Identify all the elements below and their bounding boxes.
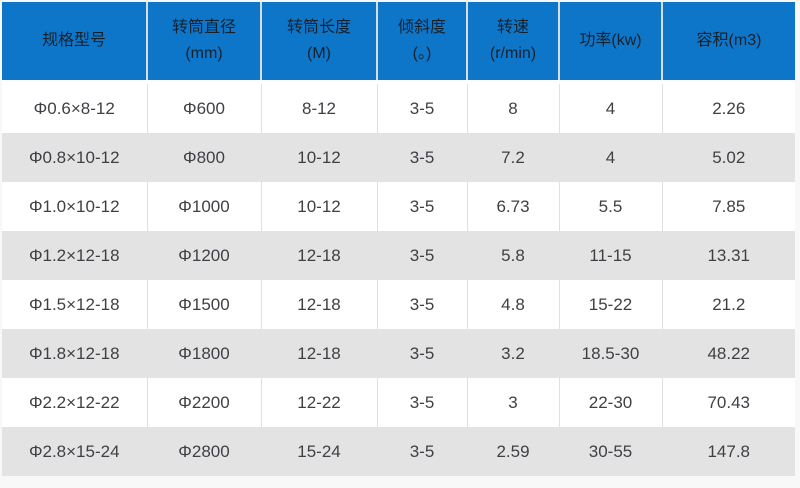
table-row: Φ1.0×10-12 Φ1000 10-12 3-5 6.73 5.5 7.85: [2, 182, 795, 231]
column-header-line: 转筒长度: [286, 19, 351, 37]
table-cell: 3: [467, 378, 560, 427]
table-row: Φ1.2×12-18 Φ1200 12-18 3-5 5.8 11-15 13.31: [2, 231, 795, 280]
table-cell: 18.5-30: [559, 329, 663, 378]
column-header-line: 容积(m3): [696, 32, 762, 50]
table-cell: Φ2800: [147, 427, 262, 476]
column-header-line: (mm): [185, 45, 223, 62]
table-cell: 3-5: [377, 182, 468, 231]
table-cell: 7.85: [712, 196, 746, 216]
table-cell: Φ2200: [147, 378, 262, 427]
column-header-line: (。): [412, 45, 432, 62]
column-header-line: 功率(kw): [579, 32, 642, 50]
table-cell: 3-5: [377, 280, 468, 329]
column-header-line: 转筒直径: [171, 19, 236, 37]
table-cell: 70.43: [707, 392, 751, 412]
table-cell: 3-5: [377, 231, 468, 280]
spec-table-header: 规格型号 转筒直径 (mm) 转筒长度 (M) 倾斜度 (。) 转速 (r/min) 功率(kw)…: [2, 2, 795, 84]
table-cell: 8-12: [261, 82, 378, 133]
table-cell: 15-24: [261, 427, 378, 476]
table-cell: 12-18: [261, 280, 378, 329]
table-cell: 5.8: [467, 231, 560, 280]
table-cell: 3-5: [377, 82, 468, 133]
column-header: 转速 (r/min): [467, 2, 560, 84]
column-header-line: 转速: [496, 19, 529, 37]
column-header-line: (r/min): [489, 45, 537, 62]
table-cell: 15-22: [559, 280, 663, 329]
table-cell: 12-18: [261, 231, 378, 280]
column-header: 功率(kw): [559, 2, 663, 84]
table-cell: 2.26: [712, 98, 746, 118]
table-row: Φ1.5×12-18 Φ1500 12-18 3-5 4.8 15-22 21.2: [2, 280, 795, 329]
column-header: 规格型号: [2, 2, 148, 84]
table-cell: 147.8: [707, 441, 751, 461]
table-cell: Φ1800: [147, 329, 262, 378]
spec-table: 规格型号 转筒直径 (mm) 转筒长度 (M) 倾斜度 (。) 转速 (r/min) 功率(kw)…: [2, 2, 795, 476]
spec-table-body: Φ0.6×8-12 Φ600 8-12 3-5 8 4 2.26 Φ0.8×10-12 Φ800…: [2, 82, 795, 476]
table-cell: 5.5: [559, 182, 663, 231]
table-cell: 3-5: [377, 329, 468, 378]
table-row: Φ2.8×15-24 Φ2800 15-24 3-5 2.59 30-55 147.8: [2, 427, 795, 476]
table-cell: 4: [559, 82, 663, 133]
column-header: 倾斜度 (。): [377, 2, 468, 84]
column-header: 容积(m3): [662, 2, 795, 84]
table-cell: 10-12: [261, 182, 378, 231]
header-row: 规格型号 转筒直径 (mm) 转筒长度 (M) 倾斜度 (。) 转速 (r/min) 功率(kw)…: [2, 2, 795, 84]
table-cell: 6.73: [467, 182, 560, 231]
table-cell: Φ800: [147, 133, 262, 182]
table-cell: Φ1.0×10-12: [2, 182, 148, 231]
spec-table-wrapper: 规格型号 转筒直径 (mm) 转筒长度 (M) 倾斜度 (。) 转速 (r/min) 功率(kw)…: [2, 2, 795, 476]
column-header: 转筒长度 (M): [261, 2, 378, 84]
table-cell: 3-5: [377, 427, 468, 476]
table-cell: 5.02: [712, 147, 746, 167]
table-cell: 22-30: [559, 378, 663, 427]
table-cell: Φ2.8×15-24: [2, 427, 148, 476]
table-cell: Φ2.2×12-22: [2, 378, 148, 427]
table-cell: Φ1000: [147, 182, 262, 231]
table-cell: 11-15: [559, 231, 663, 280]
table-cell: 3-5: [377, 378, 468, 427]
table-cell: 2.59: [467, 427, 560, 476]
table-cell: 3-5: [377, 133, 468, 182]
table-cell: 7.2: [467, 133, 560, 182]
table-cell: 48.22: [707, 343, 751, 363]
table-cell: Φ1.5×12-18: [2, 280, 148, 329]
table-cell: Φ0.8×10-12: [2, 133, 148, 182]
column-header-line: 规格型号: [41, 32, 106, 50]
table-row: Φ0.8×10-12 Φ800 10-12 3-5 7.2 4 5.02: [2, 133, 795, 182]
table-cell: 30-55: [559, 427, 663, 476]
table-cell: Φ1200: [147, 231, 262, 280]
table-cell: Φ1500: [147, 280, 262, 329]
table-cell: 4.8: [467, 280, 560, 329]
column-header-line: (M): [307, 45, 331, 62]
table-cell: Φ0.6×8-12: [2, 82, 148, 133]
table-cell: Φ1.8×12-18: [2, 329, 148, 378]
column-header: 转筒直径 (mm): [147, 2, 262, 84]
table-cell: Φ1.2×12-18: [2, 231, 148, 280]
table-cell: Φ600: [147, 82, 262, 133]
table-cell: 4: [559, 133, 663, 182]
table-cell: 13.31: [707, 245, 751, 265]
table-cell: 12-22: [261, 378, 378, 427]
column-header-line: 倾斜度: [397, 19, 446, 37]
table-row: Φ1.8×12-18 Φ1800 12-18 3-5 3.2 18.5-30 48.22: [2, 329, 795, 378]
table-cell: 3.2: [467, 329, 560, 378]
table-cell: 12-18: [261, 329, 378, 378]
table-cell: 21.2: [712, 294, 746, 314]
table-row: Φ2.2×12-22 Φ2200 12-22 3-5 3 22-30 70.43: [2, 378, 795, 427]
table-row: Φ0.6×8-12 Φ600 8-12 3-5 8 4 2.26: [2, 82, 795, 133]
table-cell: 10-12: [261, 133, 378, 182]
table-cell: 8: [467, 82, 560, 133]
